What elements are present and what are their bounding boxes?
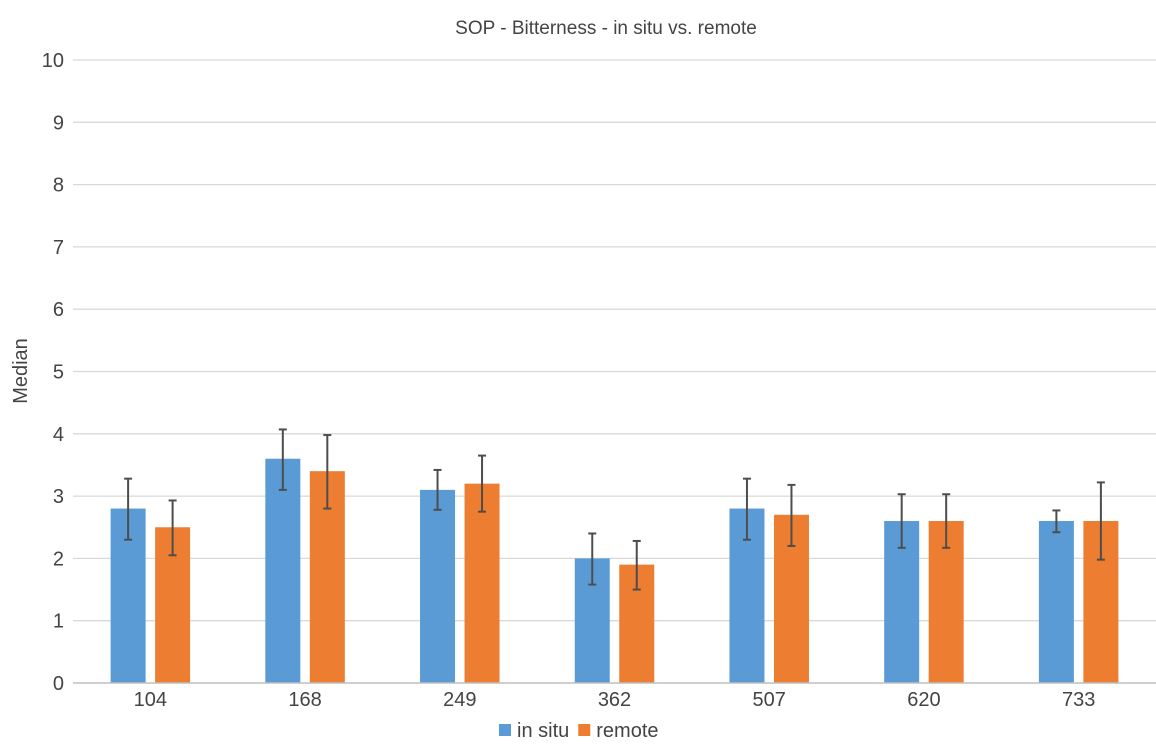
legend-label-in-situ: in situ [517,720,569,742]
x-tick-label: 507 [753,689,786,711]
y-tick-label: 4 [53,424,64,446]
x-tick-label: 362 [598,689,631,711]
y-tick-label: 0 [53,673,64,695]
chart-title: SOP - Bitterness - in situ vs. remote [455,18,757,39]
bar-in-situ [420,489,456,683]
bars [110,458,1119,683]
x-tick-label: 104 [134,689,167,711]
y-axis-title: Median [10,338,32,404]
y-tick-label: 5 [53,362,64,384]
error-bars [124,428,1105,591]
y-tick-label: 3 [53,486,64,508]
y-tick-label: 1 [53,611,64,633]
gridlines [73,59,1156,622]
y-tick-label: 7 [53,237,64,259]
y-tick-label: 2 [53,548,64,570]
y-axis-ticks: 0 1 2 3 4 5 6 7 8 9 10 [42,50,64,695]
bar-in-situ [1038,521,1074,683]
bar-in-situ [265,458,301,683]
legend-label-remote: remote [596,720,658,742]
y-tick-label: 6 [53,299,64,321]
y-tick-label: 9 [53,112,64,134]
legend-swatch-remote [578,724,591,736]
y-tick-label: 10 [42,50,64,72]
x-tick-label: 168 [288,689,321,711]
x-tick-label: 620 [907,689,940,711]
x-axis-ticks: 104 168 249 362 507 620 733 [134,689,1096,711]
x-tick-label: 249 [443,689,476,711]
bar-remote [464,483,500,683]
legend-swatch-in-situ [499,724,511,736]
x-tick-label: 733 [1062,689,1095,711]
y-tick-label: 8 [53,175,64,197]
legend: in situ remote [499,720,659,742]
